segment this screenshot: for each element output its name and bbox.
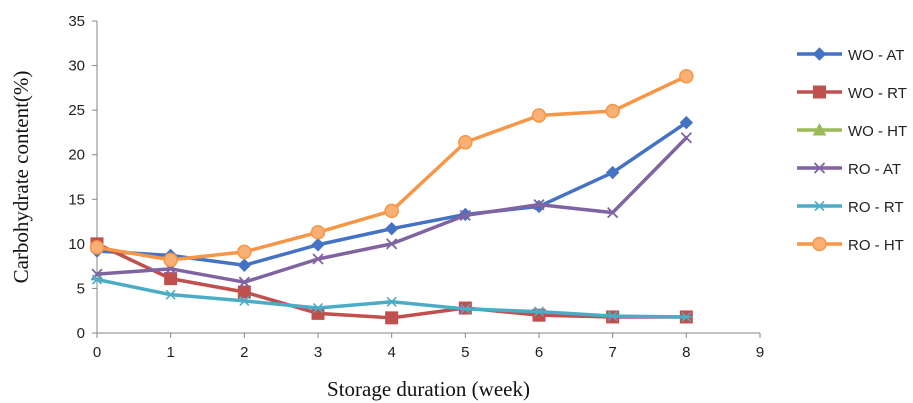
- data-point: [237, 285, 251, 299]
- data-point: [385, 296, 398, 307]
- series-line: [95, 242, 689, 320]
- legend: WO - AT WO - RT WO - HT RO - AT RO - RT RO - …: [797, 47, 907, 254]
- legend-item: RO - AT: [797, 161, 901, 178]
- x-tick-label: 6: [535, 344, 543, 361]
- legend-item: RO - RT: [797, 199, 904, 216]
- data-point: [605, 165, 620, 180]
- x-tick-label: 2: [240, 344, 248, 361]
- legend-item: WO - RT: [797, 85, 907, 102]
- legend-marker: [813, 85, 826, 99]
- data-point: [679, 69, 694, 84]
- legend-marker: [812, 122, 827, 136]
- y-tick-label: 35: [68, 13, 85, 30]
- legend-label: RO - AT: [848, 161, 901, 178]
- data-point: [91, 268, 103, 280]
- x-tick-label: 0: [93, 344, 101, 361]
- data-point: [164, 272, 178, 286]
- data-point: [533, 306, 545, 317]
- x-tick-label: 7: [608, 344, 616, 361]
- data-point: [164, 289, 177, 300]
- legend-item: WO - AT: [797, 47, 904, 64]
- data-point: [458, 134, 473, 150]
- axes: 0 5 10 15 20 25 30 35 0 1 2 3 4 5 6 7 8 9: [68, 13, 764, 361]
- x-tick-label: 4: [387, 344, 395, 361]
- data-point: [679, 115, 694, 130]
- data-point: [605, 103, 620, 119]
- data-point: [384, 221, 399, 236]
- series-wo-at: [90, 115, 694, 272]
- series-layer: [89, 69, 694, 325]
- data-point: [311, 238, 325, 252]
- legend-item: RO - HT: [797, 236, 904, 254]
- legend-label: RO - RT: [848, 199, 904, 216]
- data-point: [680, 132, 692, 144]
- data-point: [531, 108, 547, 123]
- series-wo-rt: [90, 237, 693, 325]
- y-tick-label: 20: [68, 147, 85, 164]
- legend-label: RO - HT: [848, 237, 904, 254]
- data-point: [606, 310, 619, 322]
- y-tick-label: 5: [77, 280, 85, 297]
- y-tick-label: 10: [68, 236, 85, 253]
- legend-marker: [813, 162, 826, 174]
- legend-item: WO - HT: [797, 122, 907, 140]
- data-point: [384, 203, 399, 219]
- data-point: [386, 238, 398, 250]
- x-tick-label: 5: [461, 344, 469, 361]
- data-point: [459, 303, 472, 314]
- data-point: [310, 225, 326, 240]
- x-tick-label: 8: [682, 344, 690, 361]
- series-ro-ht: [89, 69, 694, 268]
- x-tick-label: 3: [314, 344, 322, 361]
- data-point: [459, 209, 471, 221]
- legend-label: WO - RT: [848, 85, 907, 102]
- x-axis-title: Storage duration (week): [327, 377, 530, 401]
- y-tick-label: 30: [68, 58, 85, 75]
- y-tick-label: 25: [68, 102, 85, 119]
- data-point: [163, 252, 178, 268]
- series-line: [95, 277, 689, 319]
- legend-label: WO - HT: [848, 123, 907, 140]
- data-point: [238, 295, 251, 306]
- data-point: [237, 258, 252, 272]
- y-axis-title: Carbohydrate content(%): [9, 71, 33, 284]
- legend-label: WO - AT: [848, 47, 904, 64]
- series-ro-rt: [91, 274, 693, 323]
- x-tick-label: 9: [756, 344, 764, 361]
- x-tick-label: 1: [166, 344, 174, 361]
- data-point: [91, 274, 103, 285]
- data-point: [237, 244, 252, 260]
- data-point: [312, 253, 324, 265]
- data-point: [89, 240, 105, 255]
- data-point: [385, 311, 399, 325]
- data-point: [312, 302, 324, 314]
- legend-marker: [812, 47, 827, 61]
- legend-marker: [813, 200, 826, 212]
- y-tick-label: 15: [68, 191, 85, 208]
- legend-marker: [812, 236, 827, 252]
- data-point: [533, 198, 545, 211]
- data-point: [238, 276, 250, 288]
- y-tick-label: 0: [77, 325, 85, 342]
- series-ro-at: [91, 132, 692, 288]
- data-point: [607, 207, 619, 219]
- data-point: [680, 311, 693, 323]
